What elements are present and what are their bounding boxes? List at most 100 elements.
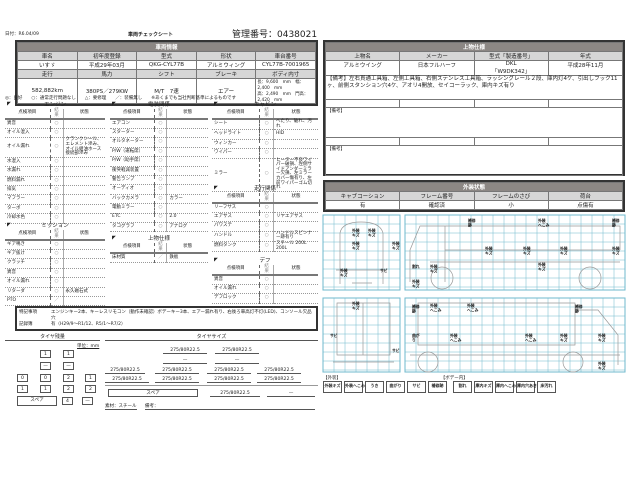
doc-title: 車両チェックシート [128,32,174,38]
item-name: 異音 [5,119,50,130]
label-part: キズ [352,246,360,251]
column-header: 状態 [63,230,105,242]
running-check-table: ◤ 走行関係 点検項目 結果 状態 リーフサス ○ エアサス ○ リヤエアサス パワステ ○ ハンドル ○… [212,185,318,253]
remarks: 【備考】 [325,145,623,176]
result: ○ [259,241,274,253]
item-name: ETC [110,213,155,224]
result: ○ [259,221,274,232]
result: ○ [49,249,64,260]
tire-remain: タイヤ残量 単位：mm 1 1 — — 0 0 2 1 1 1 2 2 スペア … [5,333,100,418]
wheel [417,351,439,373]
legend-item-庫内へこみ: 庫内へこみ [495,381,516,393]
grade-legend: ◎：良好 ○：通常走行問題なし △：要修理 ／：装備無し ※あくまでも当社判断基… [5,96,236,101]
tire-size: 275/80R22.5 [155,377,199,383]
label-part: キズ [368,233,376,238]
check-row: 燃料タンク ○ スチール 200L 200L [212,241,318,253]
value: 380PS／279KW [76,78,138,104]
check-row: リターダ ○ 永久磁石式 [5,287,105,298]
condition: 2.0 [166,213,208,224]
label-part: 外装 [524,333,533,338]
result: ○ [49,137,64,158]
condition [63,213,105,224]
item-name: ウィンカー [212,139,260,150]
column-header: 点検項目 [212,109,260,121]
tire: 2 [63,385,74,393]
item-name: P/W（運転席） [110,147,155,158]
item-name: ギア抜け [5,249,50,260]
damage-label: 外装キズ [429,264,438,274]
check-row: バックカメラ ○ カラー [110,194,208,205]
result: ／ [49,296,64,307]
section-title: デフ [259,258,271,264]
label-part: り [412,338,416,343]
label-part: キズ [352,306,360,311]
label-part: 外装 [411,279,420,284]
condition [273,139,318,150]
label-part: キズ [560,338,568,343]
remarks: 【備考】左右貫通工具箱、左側工具箱、右側ステンレス工具箱、ラッシングレール２段、… [325,75,623,100]
label-part: キズ [523,251,531,256]
result: ○ [259,284,274,295]
label-part: 外装 [429,264,438,269]
tire: — [40,362,51,370]
damage-label: 外装キズ [351,241,360,251]
item-name: バックカメラ [110,194,155,205]
tire: 1 [17,385,28,393]
item-name: リターダ [5,287,50,298]
legend-item-外装キズ: 外装キズ [323,381,342,393]
check-row: ギア抜け ○ [5,249,105,260]
result: ○ [153,147,168,158]
spare-size-label: スペア [108,389,198,397]
label-part: 補修 [611,218,620,223]
condition [166,184,208,195]
damage-label: 外装キズ [484,246,493,256]
condition [166,128,208,139]
unit: 単位：mm [77,344,100,349]
tire-size: 275/80R22.5 [207,377,251,383]
damage-label: 外装へこみ [466,303,479,313]
item-name: 異音 [5,268,50,279]
check-marker: ◤ [214,185,218,191]
check-row: オイル漏れ ○ クランクシール、エレメント滲み、オイル組油ホース接続部滲み [5,137,105,158]
tire-size: 275/80R22.5 [215,348,259,354]
label-part: 外装 [559,246,568,251]
label-part: キズ [598,366,606,371]
label-part: キズ [538,267,546,272]
column-header: 結果 [49,229,64,242]
spare-remain: 4 [62,397,73,405]
item-name: リーフサス [212,203,260,214]
tire-size: タイヤサイズ 275/80R22.5 275/80R22.5— —275/80R22… [105,333,318,423]
label-part: へこみ [430,308,442,313]
value: 582,882km [17,78,78,104]
label-part: 外装 [351,301,360,306]
item-name: スターター [110,128,155,139]
notes-box: 特記事項 エンジンキー2本、キーレスリモコン（動作未確認）ボデーキー3本、エアー漏… [15,306,318,331]
result: ○ [49,157,64,168]
tire-size: 275/80R22.5 [257,377,301,383]
spare-size: 275/80R22.5 [210,391,260,397]
damage-label: 補修跡 [611,218,620,228]
column-header: 結果 [153,108,168,121]
tire: 1 [85,374,96,382]
legend-item-サビ: サビ [407,381,426,393]
check-row: タコグラフ ○ アナログ [110,222,208,233]
damage-label: 外装へこみ [429,303,442,313]
upper-check-table: ◤ 上物仕様 点検項目 結果 状態 床材質／鉄板 [110,235,208,264]
condition [166,166,208,177]
condition [63,240,105,251]
engine-check-table: ◤ エンジン 点検項目 結果 状態 異音 ○ オイル混入 ○ オイル漏れ ○ クランクシール、エレメン… [5,101,105,224]
item-name: エアサス [212,212,260,223]
column-header: 結果 [259,192,274,205]
spare-label: スペア [17,396,57,406]
label-part: 跡 [575,309,579,314]
column-header: 点検項目 [5,230,50,242]
label-part: へこみ [450,338,462,343]
label-part: キズ [340,273,348,278]
check-row: エアコン ○ [110,119,208,130]
result: ○ [49,185,64,196]
condition [63,296,105,307]
damage-label: サビ [380,268,388,273]
label-part: 外装 [429,303,438,308]
label-part: へこみ [525,338,537,343]
